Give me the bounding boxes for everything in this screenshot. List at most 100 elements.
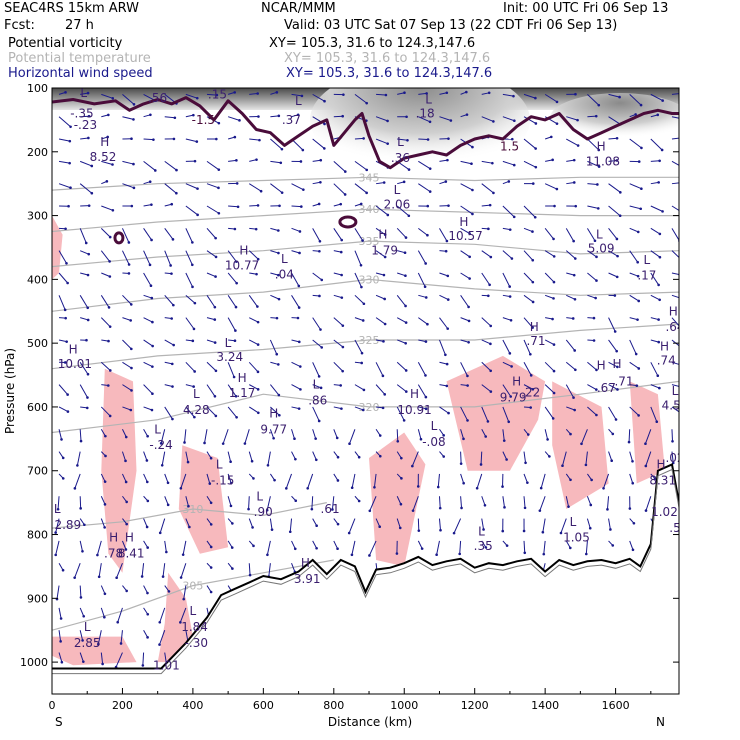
wind-vector-head [296, 316, 300, 320]
wind-vector [97, 630, 102, 645]
wind-vector-head [275, 91, 279, 94]
wind-vector [122, 294, 132, 305]
wind-vector [291, 540, 296, 550]
wind-vector-head [167, 590, 171, 593]
pv-extremum-label: 10.91 [397, 403, 431, 417]
wind-vector [79, 362, 89, 375]
wind-vector [164, 473, 169, 483]
wind-vector [460, 295, 469, 308]
wind-vector-head [101, 662, 104, 666]
wind-vector-head [280, 147, 284, 151]
wind-vector-head [265, 508, 269, 512]
wind-vector-head [489, 324, 493, 328]
wind-vector [117, 607, 123, 623]
pv-extremum-label: 2.85 [74, 636, 101, 650]
wind-vector [182, 540, 187, 555]
wind-vector-head [572, 158, 576, 162]
wind-vector-head [341, 369, 344, 373]
wind-vector-head [615, 237, 619, 241]
wind-vector [523, 138, 536, 149]
pv-extremum-label: -.08 [422, 435, 445, 449]
wind-vector [312, 339, 323, 348]
wind-vector-head [340, 407, 343, 410]
shading-region [446, 355, 546, 471]
wind-vector [565, 228, 575, 242]
wind-vector-head [360, 351, 364, 355]
pv-extremum-label: H [378, 228, 387, 242]
wind-vector-head [234, 305, 238, 309]
wind-vector-head [192, 113, 195, 117]
wind-vector [96, 540, 102, 556]
wind-vector [180, 563, 187, 578]
pv-contour-layer [52, 96, 679, 245]
wind-vector [270, 272, 279, 276]
wind-vector [79, 585, 82, 598]
wind-vector-head [357, 499, 361, 503]
wind-vector-head [59, 640, 62, 643]
wind-vector [180, 473, 187, 489]
wind-vector-head [107, 306, 111, 309]
wind-vector-head [323, 147, 326, 150]
wind-vector-head [127, 241, 131, 244]
wind-vector-head [595, 388, 598, 391]
wind-vector [650, 250, 661, 258]
wind-vector-head [275, 352, 279, 356]
pv-extremum-label: 4.56 [662, 399, 689, 413]
wind-vector-head [320, 278, 324, 282]
wind-vector-head [179, 576, 183, 579]
wind-vector [333, 294, 342, 299]
wind-vector-head [661, 210, 664, 213]
wind-vector [397, 250, 406, 254]
wind-vector-head [85, 406, 89, 410]
wind-vector-head [319, 328, 322, 331]
wind-vector [122, 384, 132, 391]
wind-vector-head [81, 639, 84, 642]
wind-vector-head [145, 480, 149, 484]
wind-vector [645, 451, 652, 467]
wind-vector [502, 406, 510, 422]
wind-vector-head [119, 642, 123, 645]
wind-vector [291, 451, 296, 460]
wind-vector-head [442, 434, 445, 437]
wind-vector [159, 630, 166, 645]
wind-vector-head [492, 191, 495, 195]
wind-vector [417, 429, 422, 440]
wind-vector [227, 295, 237, 308]
wind-vector-head [231, 567, 234, 570]
wind-vector [244, 429, 250, 444]
wind-vector-head [66, 410, 70, 413]
wind-vector-head [467, 305, 470, 309]
wind-vector-head [681, 118, 684, 121]
wind-vector-head [103, 615, 106, 619]
wind-vector [396, 518, 401, 529]
wind-vector-head [444, 249, 448, 253]
wind-vector-head [331, 508, 334, 511]
wind-vector [159, 607, 166, 623]
wind-vector-head [365, 168, 369, 172]
wind-vector [417, 362, 426, 376]
wind-vector-head [462, 437, 465, 441]
wind-vector-head [574, 92, 577, 96]
wind-vector [369, 496, 377, 511]
wind-vector [375, 250, 386, 258]
wind-vector [644, 429, 652, 444]
wind-vector [544, 361, 555, 372]
wind-vector-head [82, 614, 86, 618]
wind-vector [397, 272, 406, 277]
wind-vector-head [679, 92, 682, 95]
wind-vector-head [302, 188, 305, 191]
forecast-hours: 27 h [65, 18, 94, 33]
wind-vector [608, 205, 621, 217]
wind-vector-head [404, 321, 408, 324]
pv-extremum-label: 1.79 [371, 244, 398, 258]
wind-vector-head [148, 180, 152, 183]
pv-extremum-label: 10.77 [225, 258, 259, 272]
wind-vector-head [508, 228, 512, 231]
wind-vector-head [507, 420, 511, 424]
pv-extremum-label: -.15 [211, 473, 234, 487]
wind-vector [164, 339, 174, 346]
wind-vector [629, 361, 640, 369]
wind-vector [248, 563, 251, 576]
pv-extremum-label: 10.01 [58, 357, 92, 371]
pv-extremum-label: .61 [321, 502, 340, 516]
